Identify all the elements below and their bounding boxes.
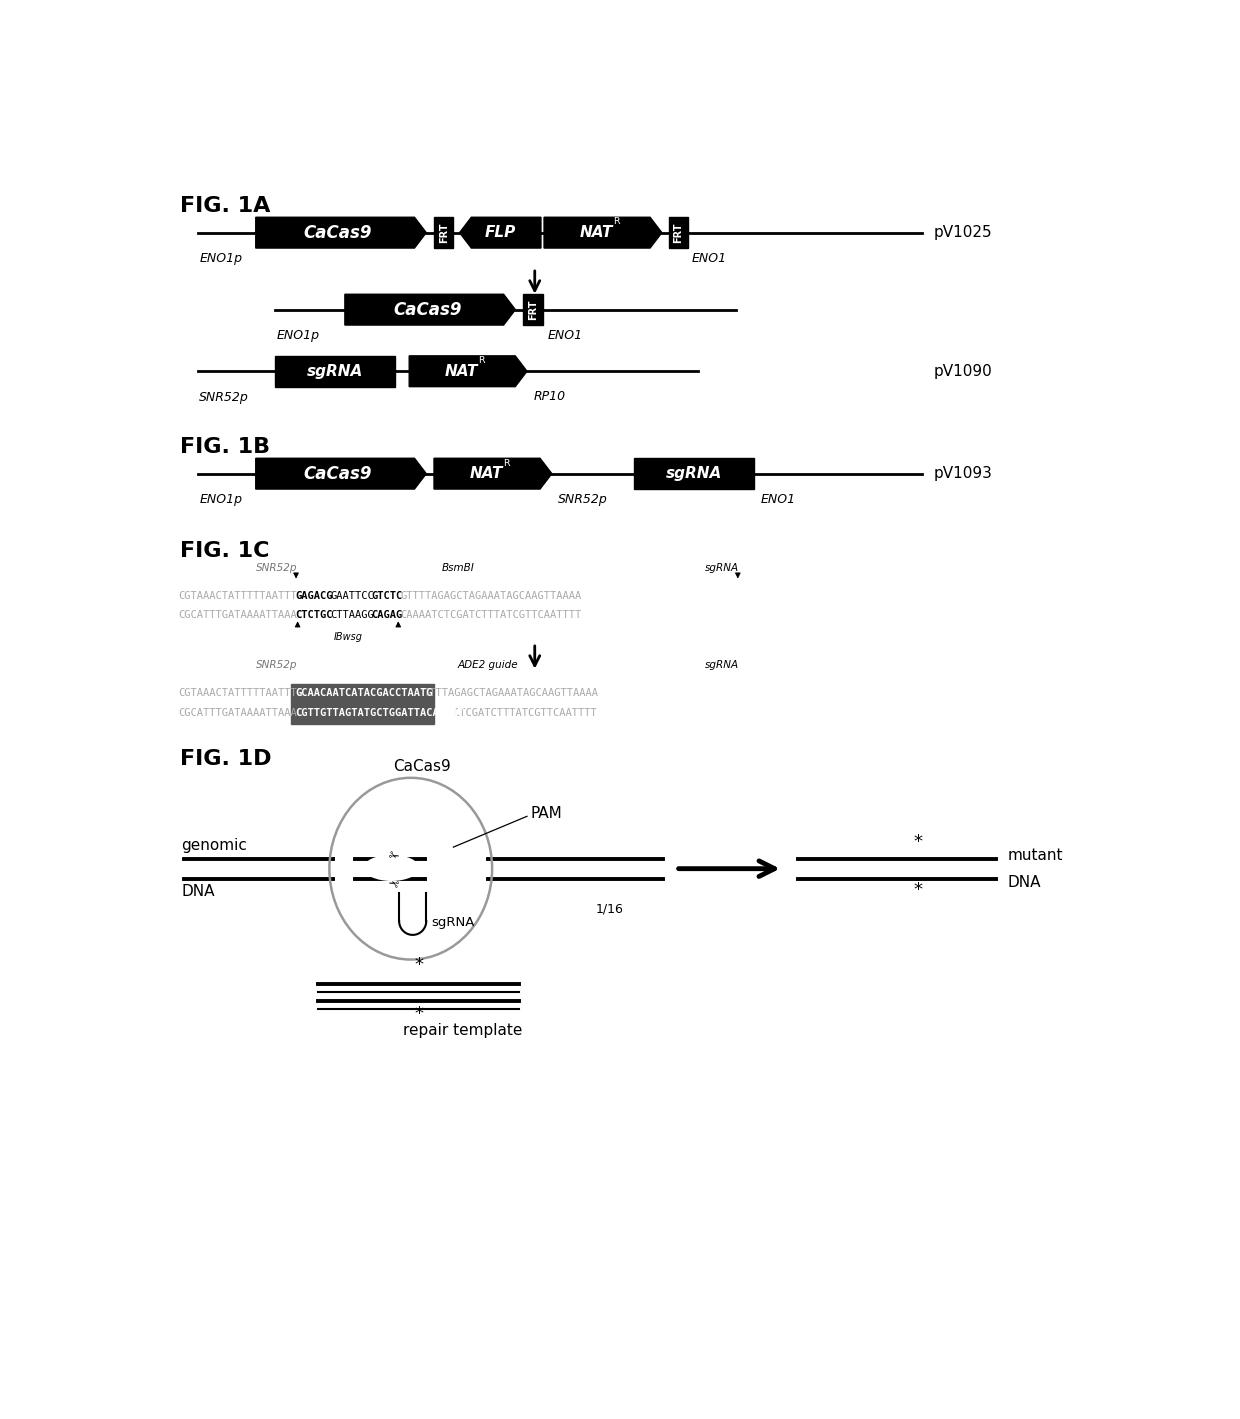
Text: CTCTGC: CTCTGC xyxy=(295,610,332,620)
Text: sgRNA: sgRNA xyxy=(706,563,739,573)
Text: sgRNA: sgRNA xyxy=(666,467,722,481)
Bar xyxy=(668,217,688,248)
Text: genomic: genomic xyxy=(181,839,247,853)
Text: GAATTCC: GAATTCC xyxy=(330,592,374,602)
Text: CTCGATCTTTATCGTTCAATTTT: CTCGATCTTTATCGTTCAATTTT xyxy=(454,708,596,718)
Text: ENO1p: ENO1p xyxy=(277,329,320,342)
Text: SNR52p: SNR52p xyxy=(255,563,298,573)
Text: FLP: FLP xyxy=(485,226,516,240)
Text: FRT: FRT xyxy=(673,223,683,243)
Bar xyxy=(291,684,434,724)
Text: FIG. 1A: FIG. 1A xyxy=(180,196,270,217)
Text: sgRNA: sgRNA xyxy=(432,917,474,929)
Text: ENO1: ENO1 xyxy=(761,492,796,507)
Polygon shape xyxy=(345,294,516,325)
Text: GTTTTAGAGCTAGAAATAGCAAGTTAAAA: GTTTTAGAGCTAGAAATAGCAAGTTAAAA xyxy=(401,592,582,602)
Text: sgRNA: sgRNA xyxy=(706,660,739,670)
Text: FIG. 1D: FIG. 1D xyxy=(180,749,272,769)
Text: DNA: DNA xyxy=(1007,876,1042,890)
Text: PAM: PAM xyxy=(531,806,563,820)
Text: pV1025: pV1025 xyxy=(934,226,992,240)
Text: R: R xyxy=(477,356,485,365)
Text: CAGAG: CAGAG xyxy=(371,610,403,620)
Text: *: * xyxy=(414,956,423,975)
Text: ✁: ✁ xyxy=(388,874,399,887)
Text: 1/16: 1/16 xyxy=(595,902,622,915)
Text: BsmBI: BsmBI xyxy=(441,563,475,573)
Bar xyxy=(434,217,454,248)
Text: *: * xyxy=(914,881,923,900)
Text: TTTTAGAGCTAGAAATAGCAAGTTAAAA: TTTTAGAGCTAGAAATAGCAAGTTAAAA xyxy=(424,688,599,698)
Text: sgRNA: sgRNA xyxy=(308,363,363,379)
Text: R: R xyxy=(503,458,510,467)
Text: R: R xyxy=(613,217,620,227)
Text: CGTAAACTATTTTTAATTTG: CGTAAACTATTTTTAATTTG xyxy=(179,592,304,602)
Text: SNR52p: SNR52p xyxy=(200,390,249,403)
Text: ADE2 guide: ADE2 guide xyxy=(458,660,518,670)
Text: CaCas9: CaCas9 xyxy=(304,224,372,241)
Text: NAT: NAT xyxy=(470,467,502,481)
Text: GCAACAATCATACGACCTAATG: GCAACAATCATACGACCTAATG xyxy=(295,688,433,698)
Ellipse shape xyxy=(363,854,419,881)
Text: pV1090: pV1090 xyxy=(934,363,993,379)
Polygon shape xyxy=(409,356,527,386)
Text: ENO1p: ENO1p xyxy=(200,253,242,265)
Text: CAAAATCTCGATCTTTATCGTTCAATTTT: CAAAATCTCGATCTTTATCGTTCAATTTT xyxy=(401,610,582,620)
Polygon shape xyxy=(460,217,541,248)
Text: DNA: DNA xyxy=(181,884,215,900)
Text: GAGACG: GAGACG xyxy=(295,592,332,602)
Bar xyxy=(523,294,543,325)
Text: FRT: FRT xyxy=(528,299,538,319)
Text: CGCATTTGATAAAATTAAAC: CGCATTTGATAAAATTAAAC xyxy=(179,610,304,620)
Text: SNR52p: SNR52p xyxy=(255,660,298,670)
Text: ENO1: ENO1 xyxy=(692,253,727,265)
Text: IBwsg: IBwsg xyxy=(334,633,362,643)
Text: *: * xyxy=(914,833,923,851)
Text: *: * xyxy=(414,1005,423,1023)
Polygon shape xyxy=(544,217,662,248)
Text: CTTAAGG: CTTAAGG xyxy=(330,610,374,620)
Text: NAT: NAT xyxy=(445,363,477,379)
Polygon shape xyxy=(255,217,427,248)
Bar xyxy=(275,356,396,386)
Text: CaCas9: CaCas9 xyxy=(393,301,461,319)
Text: CaCas9: CaCas9 xyxy=(304,464,372,482)
Text: GTCTC: GTCTC xyxy=(371,592,403,602)
Text: CGTAAACTATTTTTAATTTG: CGTAAACTATTTTTAATTTG xyxy=(179,688,304,698)
Text: SNR52p: SNR52p xyxy=(558,492,608,507)
Text: ENO1p: ENO1p xyxy=(200,492,242,507)
Text: CGTTGTTAGTATGCTGGATTACAAAAT: CGTTGTTAGTATGCTGGATTACAAAAT xyxy=(295,708,464,718)
Text: ✁: ✁ xyxy=(388,850,399,864)
Text: CaCas9: CaCas9 xyxy=(393,759,451,773)
Text: RP10: RP10 xyxy=(533,390,565,403)
Text: FIG. 1C: FIG. 1C xyxy=(180,541,269,561)
Text: repair template: repair template xyxy=(403,1023,522,1037)
Text: mutant: mutant xyxy=(1007,847,1063,863)
Text: FIG. 1B: FIG. 1B xyxy=(180,437,270,457)
Text: NAT: NAT xyxy=(579,226,613,240)
Text: ENO1: ENO1 xyxy=(548,329,583,342)
Bar xyxy=(634,458,754,490)
Text: pV1093: pV1093 xyxy=(934,467,993,481)
Text: CGCATTTGATAAAATTAAAC: CGCATTTGATAAAATTAAAC xyxy=(179,708,304,718)
Polygon shape xyxy=(255,458,427,490)
Polygon shape xyxy=(434,458,552,490)
Text: FRT: FRT xyxy=(439,223,449,243)
